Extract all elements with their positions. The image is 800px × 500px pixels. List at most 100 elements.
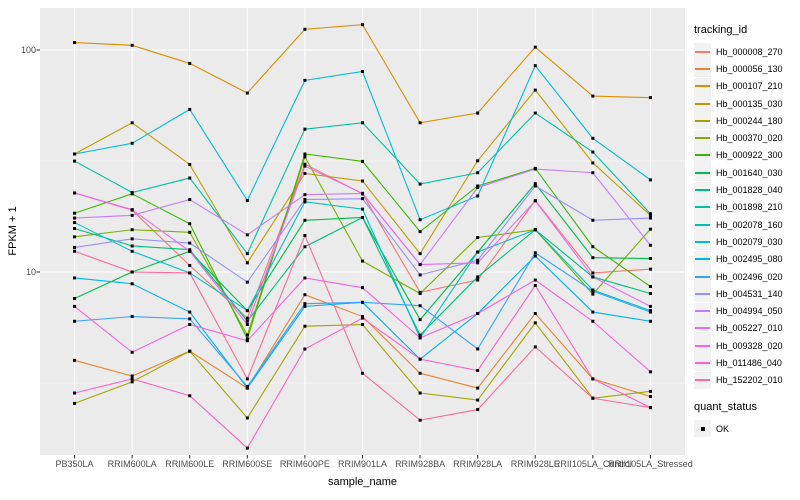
data-point [418,182,422,186]
data-point [73,191,77,195]
legend-key-line-icon [694,60,711,78]
data-point [245,233,249,237]
data-point [361,323,364,327]
data-point [303,304,307,308]
data-point [303,152,307,156]
data-point [73,245,77,249]
data-point [188,323,192,327]
data-point [245,384,249,388]
data-point [188,176,192,180]
data-point [476,159,480,163]
data-point [476,408,480,412]
data-point [591,271,595,275]
data-point [245,252,249,256]
data-point [188,317,192,321]
data-point [648,394,652,398]
data-point [591,256,595,260]
data-point [418,357,422,361]
legend-item-label: Hb_000370_020 [716,133,783,144]
legend-item-label: Hb_000922_300 [716,150,783,161]
legend-key-line-icon [694,164,711,182]
legend-key-line-icon [694,250,711,268]
legend-item-Hb_004531_140: Hb_004531_140 [694,285,800,303]
legend-item-label: Hb_002078_160 [716,219,783,230]
data-point [245,280,249,284]
data-point [188,241,192,245]
y-tick-label: 100 [20,45,36,55]
data-point [533,283,537,287]
data-point [476,369,480,373]
data-point [130,213,134,217]
data-point [533,64,537,68]
data-point [648,257,652,261]
x-tick-label-RRII105LA_Stressed: RRII105LA_Stressed [608,459,693,469]
data-point [476,312,480,316]
data-point [73,227,77,231]
data-point [303,347,307,351]
legend-item-Hb_000922_300: Hb_000922_300 [694,146,800,164]
data-point [303,155,307,159]
data-point [73,319,77,323]
data-point [533,321,537,325]
legend-title-quant-status: quant_status [694,400,757,413]
data-point [476,275,480,279]
data-point [591,245,595,249]
data-point [245,91,249,95]
legend-item-Hb_005227_010: Hb_005227_010 [694,319,800,337]
data-point [418,292,422,296]
legend-item-label: Hb_001640_030 [716,167,783,178]
data-point [73,211,77,215]
legend-item-Hb_011486_040: Hb_011486_040 [694,354,800,372]
legend-item-Hb_001898_210: Hb_001898_210 [694,198,800,216]
data-point [476,347,480,351]
legend-key-line-icon [694,129,711,147]
data-point [303,245,307,249]
legend-key-line-icon [694,112,711,130]
data-point [245,198,249,202]
data-point [188,249,192,253]
data-point [303,302,307,306]
data-point [648,310,652,314]
data-point [533,88,537,92]
data-point [130,374,134,378]
data-point [73,401,77,405]
data-point [418,263,422,267]
data-point [418,121,422,125]
data-point [591,310,595,314]
data-point [648,96,652,100]
data-point [361,197,364,201]
data-point [188,230,192,234]
data-point [73,358,77,362]
data-point [303,171,307,175]
plot-panel [36,8,685,459]
data-point [648,243,652,247]
data-point [303,200,307,204]
data-point [533,111,537,115]
legend-item-label: Hb_004994_050 [716,306,783,317]
legend-item-label: Hb_002495_080 [716,254,783,265]
legend-key-line-icon [694,77,711,95]
data-point [591,377,595,381]
data-point [591,292,595,296]
data-point [361,23,364,27]
data-point [533,254,537,258]
legend-items-tracking-id: Hb_000008_270 Hb_000056_130 Hb_000107_210 H… [694,43,800,389]
data-point [245,309,249,313]
data-point [130,270,134,274]
legend-key-line-icon [694,146,711,164]
legend-key-line-icon [694,216,711,234]
data-point [303,127,307,131]
data-point [188,263,192,267]
data-point [73,221,77,225]
data-point [648,178,652,182]
data-point [418,218,422,222]
data-point [476,186,480,190]
data-point [418,304,422,308]
legend-item-Hb_000107_210: Hb_000107_210 [694,77,800,95]
data-point [591,94,595,98]
data-point [648,212,652,216]
data-point [303,218,307,222]
data-point [533,312,537,316]
data-point [533,278,537,282]
